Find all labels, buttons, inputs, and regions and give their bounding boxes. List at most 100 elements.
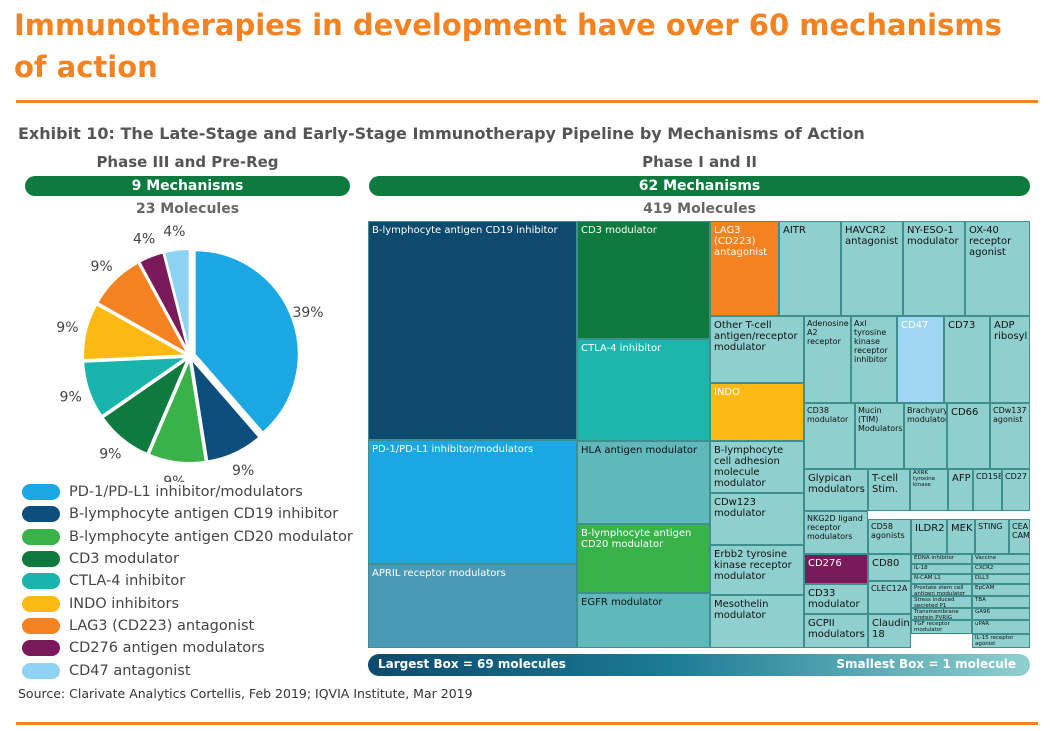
legend-item-indo: INDO inhibitors [22, 592, 362, 614]
treemap-cell-edna-inhibitor: EDNA inhibitor [911, 554, 972, 564]
treemap-cell-cd27: CD27 [1002, 469, 1030, 511]
legend-label: LAG3 (CD223) antagonist [69, 617, 255, 634]
treemap-mechanisms-pill: 62 Mechanisms [369, 176, 1030, 196]
treemap-cell-havcr2-antagonist: HAVCR2 antagonist [841, 221, 903, 316]
legend-label: B-lymphocyte antigen CD20 modulator [69, 528, 353, 545]
footer-divider [16, 722, 1038, 725]
legend-swatch [22, 484, 60, 501]
treemap-cell-pd-1-pd-l1-inhibitor-modulators: PD-1/PD-L1 inhibitor/modulators [368, 440, 577, 564]
title-divider [16, 100, 1038, 103]
treemap-cell-il-15-receptor-agonist: IL-15 receptor agonist [972, 634, 1030, 648]
treemap-cell-mesothelin-modulator: Mesothelin modulator [710, 595, 804, 648]
legend-item-cd20: B-lymphocyte antigen CD20 modulator [22, 526, 362, 548]
treemap-cell-il-18: IL-18 [911, 564, 972, 574]
treemap-cell-prostate-stem-cell-antigen-modulator: Prostate stem cell antigen modulator [911, 584, 972, 596]
legend-item-cd3: CD3 modulator [22, 548, 362, 570]
legend-item-cd276: CD276 antigen modulators [22, 637, 362, 659]
treemap-cell-epcam: EpCAM [972, 584, 1030, 596]
treemap-cell-gcpii-modulators: GCPII modulators [804, 614, 868, 648]
pie-legend: PD-1/PD-L1 inhibitor/modulators B-lymphoc… [22, 481, 362, 682]
treemap-cell-cd80: CD80 [868, 554, 911, 581]
treemap-cell-sting: STING [975, 519, 1009, 554]
treemap-cell-tba: TBA [972, 596, 1030, 608]
treemap-cell-ny-eso-1-modulator: NY-ESO-1 modulator [903, 221, 965, 316]
treemap-cell-adenosine-a2-receptor: Adenosine A2 receptor [804, 316, 851, 403]
treemap-cell-cd276: CD276 [804, 554, 868, 584]
pie-label-cd276: 4% [133, 232, 155, 248]
treemap-cell-cd73: CD73 [944, 316, 990, 403]
treemap-cell-cea-cam: CEA CAM [1009, 519, 1030, 554]
legend-label: B-lymphocyte antigen CD19 inhibitor [69, 506, 339, 523]
treemap-cell-ox-40-receptor-agonist: OX-40 receptor agonist [965, 221, 1030, 316]
treemap-cell-cd33-modulator: CD33 modulator [804, 584, 868, 614]
pie-label-indo: 9% [56, 320, 78, 336]
treemap-cell-transmembrane-protein-pvrig: Transmembrane protein PVRIG [911, 608, 972, 620]
treemap-cell-cd66: CD66 [947, 403, 990, 469]
treemap-cell-aitr: AITR [779, 221, 841, 316]
treemap-cell-ga96: GA96 [972, 608, 1030, 620]
legend-swatch [22, 528, 60, 545]
pie-slice-lag3 [95, 261, 191, 357]
legend-swatch [22, 506, 60, 523]
treemap-cell-afp: AFP [948, 469, 973, 511]
pie-title: Phase III and Pre-Reg [96, 153, 279, 171]
pie-slice-cd19 [189, 355, 261, 463]
pie-slice-pd1 [193, 249, 300, 435]
legend-label: PD-1/PD-L1 inhibitor/modulators [69, 484, 303, 501]
legend-swatch [22, 662, 60, 679]
treemap-cell-hla-antigen-modulator: HLA antigen modulator [577, 441, 710, 524]
treemap-cell-cd58-agonists: CD58 agonists [868, 519, 911, 554]
treemap-cell-b-lymphocyte-antigen-cd19-inhibitor: B-lymphocyte antigen CD19 inhibitor [368, 221, 577, 440]
treemap-cell-b-lymphocyte-antigen-cd20-modulator: B-lymphocyte antigen CD20 modulator [577, 524, 710, 593]
treemap-cell-cxcr2: CXCR2 [972, 564, 1030, 574]
exhibit-title: Exhibit 10: The Late-Stage and Early-Sta… [18, 124, 865, 143]
legend-item-cd19: B-lymphocyte antigen CD19 inhibitor [22, 503, 362, 525]
treemap-cell-stress-induced-secreted-p1: Stress induced secreted P1 [911, 596, 972, 608]
treemap-cell-cd38-modulator: CD38 modulator [804, 403, 855, 469]
pie-label-cd19: 9% [232, 463, 254, 479]
pie-molecules-count: 23 Molecules [135, 201, 240, 217]
treemap-cell-glypican-modulators: Glypican modulators [804, 469, 868, 511]
treemap-cell-clec12a: CLEC12A [868, 581, 911, 614]
legend-label: CTLA-4 inhibitor [69, 573, 186, 590]
treemap-cell-tgf-receptor-modulator: TGF receptor modulator [911, 620, 972, 634]
treemap-cell-mucin-tim-modulators: Mucin (TIM) Modulators [855, 403, 904, 469]
pie-label-cd3: 9% [99, 447, 121, 463]
treemap-cell-claudin-18: Claudin 18 [868, 614, 911, 648]
treemap-cell-cdw137-agonist: CDw137 agonist [990, 403, 1030, 469]
legend-item-pd1: PD-1/PD-L1 inhibitor/modulators [22, 481, 362, 503]
treemap-cell-egfr-modulator: EGFR modulator [577, 593, 710, 648]
legend-item-cd47: CD47 antagonist [22, 659, 362, 681]
legend-label: INDO inhibitors [69, 595, 180, 612]
legend-swatch [22, 551, 60, 568]
treemap-cell-ctla-4-inhibitor: CTLA-4 inhibitor [577, 339, 710, 441]
treemap-cell-other-t-cell-antigen-receptor-modulator: Other T-cell antigen/receptor modulator [710, 316, 804, 383]
pie-chart: 39% 9% 9% 9% 9% 9% 9% 4% 4% [56, 224, 323, 482]
pie-slice-indo [82, 302, 191, 362]
legend-swatch [22, 573, 60, 590]
treemap-cell-axl-tyrosine-kinase-receptor-inhibitor: Axl tyrosine kinase receptor inhibitor [851, 316, 897, 403]
treemap-cell-b-lymphocyte-cell-adhesion-molecule-modulator: B-lymphocyte cell adhesion molecule modu… [710, 441, 804, 493]
pie-slice-cd20 [147, 355, 207, 464]
treemap-cell-ildr2: ILDR2 [911, 519, 947, 554]
treemap-cell-mek: MEK [947, 519, 975, 554]
treemap-cell-nkg2d-ligand-receptor-modulators: NKG2D ligand receptor modulators [804, 511, 868, 554]
legend-label: CD47 antagonist [69, 662, 191, 679]
legend-swatch [22, 640, 60, 657]
pie-label-pd1: 39% [292, 305, 323, 321]
treemap-cell-erbb2-tyrosine-kinase-receptor-modulator: Erbb2 tyrosine kinase receptor modulator [710, 545, 804, 595]
legend-item-lag3: LAG3 (CD223) antagonist [22, 615, 362, 637]
treemap-cell-april-receptor-modulators: APRIL receptor modulators [368, 564, 577, 648]
source-note: Source: Clarivate Analytics Cortellis, F… [18, 686, 473, 701]
treemap-cell-cd47: CD47 [897, 316, 944, 403]
pie-mechanisms-pill: 9 Mechanisms [25, 176, 350, 196]
treemap-cell-adp-ribosyl: ADP ribosyl [990, 316, 1030, 403]
treemap-cell-indo: INDO [710, 383, 804, 441]
pie-slice-cd47 [162, 248, 191, 354]
treemap-cell-axrk-tyrosine-kinase: AXRK tyrosine kinase [910, 469, 948, 511]
legend-swatch [22, 617, 60, 634]
treemap-cell-n-cam-l1: N-CAM L1 [911, 574, 972, 584]
treemap-size-legend: Largest Box = 69 molecules Smallest Box … [368, 654, 1030, 676]
treemap-cell-cd158: CD158 [973, 469, 1002, 511]
legend-item-ctla4: CTLA-4 inhibitor [22, 570, 362, 592]
